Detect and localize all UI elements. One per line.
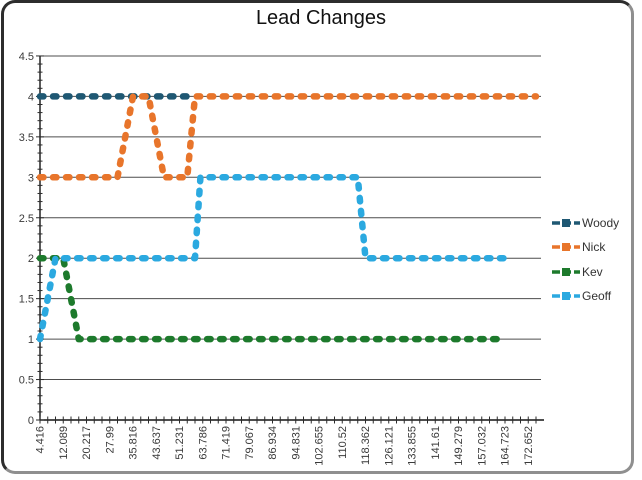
x-tick-label: 4.416	[35, 426, 47, 454]
x-tick-label: 172.652	[523, 426, 535, 466]
series-line-kev	[36, 254, 509, 343]
x-tick-label: 86.934	[267, 426, 279, 460]
legend-item-woody: Woody	[552, 213, 619, 233]
x-tick-label: 12.089	[58, 426, 70, 460]
y-tick-label: 0.5	[19, 375, 34, 387]
series-line-nick	[36, 93, 540, 181]
x-tick-label: 133.855	[407, 426, 419, 466]
x-tick-label: 71.419	[221, 426, 233, 460]
x-tick-label: 164.723	[500, 426, 512, 466]
x-tick-label: 94.831	[290, 426, 302, 460]
legend-swatch-kev	[552, 267, 580, 276]
x-tick-label: 102.655	[314, 426, 326, 466]
y-tick-label: 0	[28, 415, 34, 427]
y-tick-label: 1	[28, 334, 34, 346]
legend-swatch-nick	[552, 243, 580, 252]
legend-item-kev: Kev	[552, 262, 603, 282]
legend-square-marker-icon	[562, 243, 570, 252]
y-tick-label: 2.5	[19, 213, 34, 225]
y-tick-label: 2	[28, 253, 34, 265]
legend-swatch-woody	[552, 219, 580, 227]
x-tick-label: 141.61	[430, 426, 442, 460]
legend-item-geoff: Geoff	[552, 286, 611, 306]
legend-swatch-geoff	[552, 291, 580, 300]
legend-square-marker-icon	[562, 267, 570, 276]
legend-item-nick: Nick	[552, 237, 605, 257]
x-tick-label: 126.121	[383, 426, 395, 466]
x-tick-label: 51.231	[174, 426, 186, 460]
series-line-geoff	[36, 174, 516, 343]
x-tick-label: 118.362	[360, 426, 372, 465]
legend-label: Nick	[582, 240, 606, 255]
y-tick-label: 4.5	[19, 51, 34, 63]
legend-square-marker-icon	[562, 291, 570, 300]
x-tick-label: 35.816	[128, 426, 140, 460]
x-tick-label: 149.279	[453, 426, 465, 466]
legend-label: Kev	[582, 264, 603, 279]
x-tick-label: 79.067	[244, 426, 256, 460]
chart-title: Lead Changes	[255, 7, 387, 29]
y-tick-label: 3.5	[19, 132, 34, 144]
legend-label: Woody	[582, 216, 620, 230]
x-tick-label: 157.032	[476, 426, 488, 466]
y-tick-label: 1.5	[19, 294, 34, 306]
legend-square-marker-icon	[562, 219, 570, 227]
legend-label: Geoff	[582, 288, 612, 303]
x-tick-label: 43.637	[151, 426, 163, 460]
y-tick-label: 3	[28, 172, 34, 184]
x-tick-label: 63.786	[197, 426, 209, 460]
y-tick-label: 4	[28, 91, 34, 103]
x-tick-label: 20.217	[81, 426, 93, 460]
x-tick-label: 110.52	[337, 426, 349, 459]
x-tick-label: 27.99	[104, 426, 116, 454]
